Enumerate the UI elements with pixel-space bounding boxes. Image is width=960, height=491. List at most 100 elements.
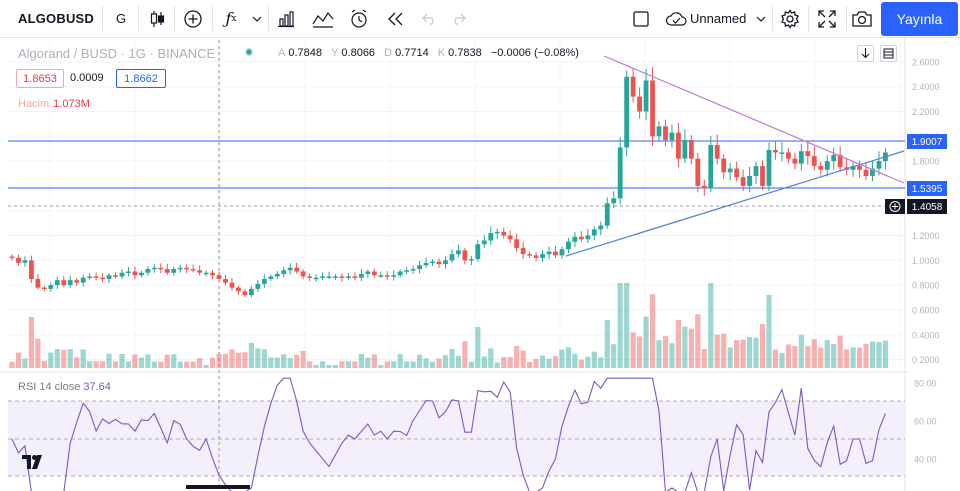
candle-body: [688, 140, 694, 159]
volume-bar: [378, 365, 384, 368]
volume-bar: [746, 337, 753, 368]
alert-icon[interactable]: [344, 0, 374, 37]
volume-bar: [869, 341, 876, 368]
volume-bar: [332, 365, 339, 368]
candle-body: [468, 259, 474, 261]
candle-body: [779, 152, 785, 154]
expand-icon[interactable]: [812, 0, 842, 37]
candle-body: [760, 166, 765, 186]
volume-bar: [818, 347, 824, 368]
replay-icon[interactable]: [380, 0, 410, 37]
volume-bar: [811, 339, 817, 368]
symbol-search-button[interactable]: ALGOBUSD: [18, 11, 94, 26]
price-tick: 0.8000: [912, 281, 940, 291]
candle-body: [850, 166, 856, 170]
candle-body: [805, 151, 811, 157]
chevron-down-icon[interactable]: [754, 0, 768, 37]
candle-body: [708, 144, 714, 189]
candle-body: [313, 277, 319, 280]
price-chart[interactable]: 2.60002.40002.20002.00001.80001.60001.40…: [0, 38, 960, 491]
candle-body: [553, 251, 558, 256]
volume-bar: [132, 354, 138, 368]
volume-bar: [462, 341, 468, 368]
publish-button[interactable]: Yayınla: [881, 2, 958, 36]
candles-icon[interactable]: [144, 0, 170, 37]
bar-chart-icon[interactable]: [272, 0, 300, 37]
rsi-tick: 80.00: [914, 379, 937, 389]
volume-bar: [391, 361, 397, 368]
price-label-lower: 1.5395: [912, 184, 943, 195]
candle-body: [294, 267, 300, 272]
volume-bar: [15, 352, 22, 368]
sell-price-button[interactable]: 1.8653: [16, 69, 64, 88]
volume-bar: [863, 343, 869, 368]
candle-body: [320, 276, 325, 278]
cloud-save-icon[interactable]: [664, 0, 688, 37]
pane-maximize-icon[interactable]: [880, 45, 897, 62]
candle-body: [139, 272, 144, 276]
volume-bar: [410, 361, 416, 368]
divider: [846, 6, 847, 31]
rsi-axis[interactable]: 80.00 60.00 40.00: [914, 379, 937, 465]
candle-body: [16, 257, 21, 263]
buy-price-button[interactable]: 1.8662: [116, 69, 166, 88]
volume-bar: [805, 346, 811, 368]
candlesticks: [9, 67, 888, 298]
tradingview-logo[interactable]: [22, 455, 46, 473]
volume-bar: [501, 357, 507, 368]
fullscreen-square-icon[interactable]: [628, 0, 654, 37]
add-indicator-icon[interactable]: [178, 0, 208, 37]
volume-bar: [93, 361, 99, 368]
camera-icon[interactable]: [848, 0, 876, 37]
candle-body: [630, 76, 636, 97]
market-status-dot[interactable]: [243, 46, 255, 61]
volume-bar: [598, 357, 604, 368]
add-alert-icon[interactable]: [885, 199, 905, 214]
candle-body: [546, 251, 552, 255]
candle-body: [248, 288, 254, 296]
volume-bar: [759, 323, 766, 368]
templates-icon[interactable]: [308, 0, 338, 37]
candle-body: [656, 126, 662, 137]
volume-bar: [798, 335, 804, 368]
volume-bar: [468, 361, 474, 368]
volume-bar: [87, 361, 93, 368]
candle-body: [216, 275, 222, 279]
candle-body: [637, 96, 642, 112]
redo-icon[interactable]: [446, 0, 470, 37]
price-tick: 2.4000: [912, 82, 940, 92]
chevron-down-icon[interactable]: [248, 0, 266, 37]
volume-bar: [151, 361, 157, 368]
candle-body: [9, 256, 15, 259]
divider: [808, 6, 809, 31]
volume-bar: [882, 340, 889, 368]
volume-bar: [507, 357, 513, 368]
time-scale-handle[interactable]: [186, 485, 250, 489]
volume-bar: [436, 358, 442, 368]
volume-bar: [585, 356, 591, 368]
trendline-upper[interactable]: [603, 55, 905, 184]
candle-body: [617, 147, 623, 199]
volume-bar: [339, 361, 345, 368]
candle-body: [391, 275, 397, 277]
candle-body: [494, 231, 500, 234]
candle-body: [650, 80, 655, 137]
volume-bar: [190, 361, 196, 368]
volume-bar: [611, 344, 617, 368]
candle-body: [164, 269, 170, 273]
open-value: 0.7848: [288, 47, 322, 59]
candle-body: [876, 161, 882, 169]
undo-icon[interactable]: [418, 0, 442, 37]
candle-body: [436, 261, 442, 265]
interval-button[interactable]: G: [115, 11, 127, 26]
candle-body: [449, 254, 455, 261]
layout-name-button[interactable]: Unnamed: [690, 11, 747, 26]
settings-icon[interactable]: [776, 0, 804, 37]
trendline-lower[interactable]: [565, 150, 905, 257]
candle-body: [145, 269, 151, 273]
divider: [268, 6, 269, 31]
volume-bar: [125, 361, 132, 368]
volume-bar: [714, 334, 720, 368]
arrow-down-icon[interactable]: [857, 45, 874, 62]
